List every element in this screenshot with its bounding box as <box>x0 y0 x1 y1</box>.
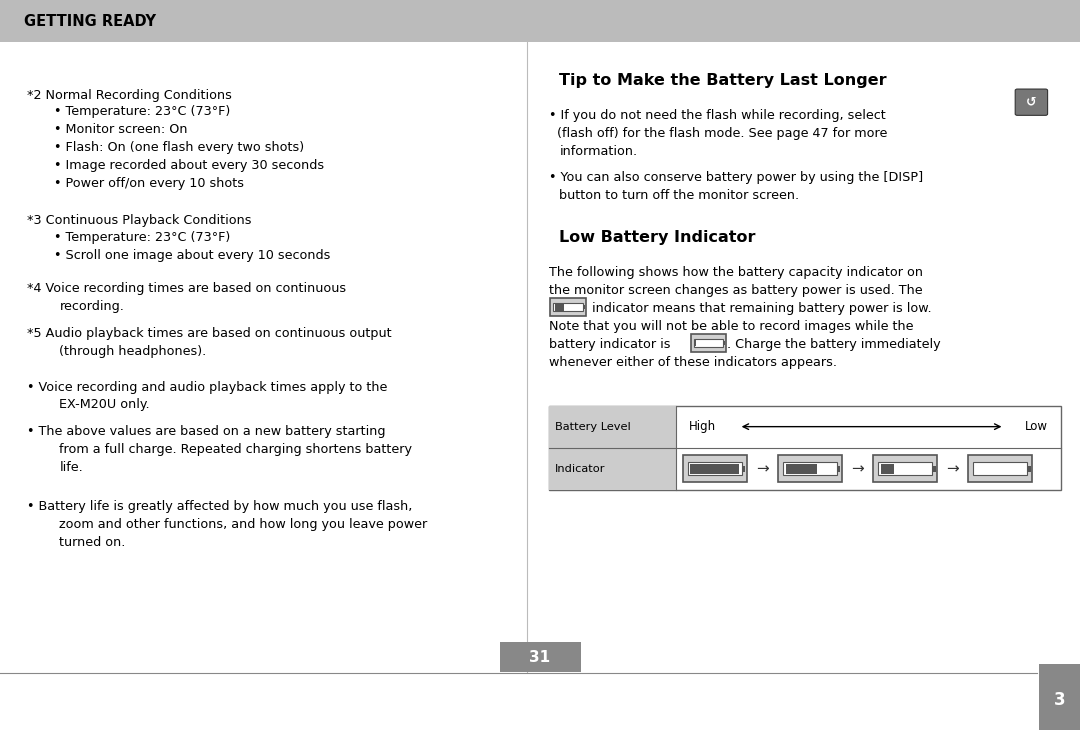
Text: information.: information. <box>559 145 637 158</box>
Bar <box>551 298 586 316</box>
Text: GETTING READY: GETTING READY <box>24 14 156 28</box>
Bar <box>583 305 585 310</box>
Bar <box>742 466 745 472</box>
Bar <box>1039 664 1080 730</box>
Text: • If you do not need the flash while recording, select: • If you do not need the flash while rec… <box>549 109 886 122</box>
Text: • Scroll one image about every 10 seconds: • Scroll one image about every 10 second… <box>54 248 330 261</box>
Text: ↺: ↺ <box>1026 96 1037 109</box>
Text: 31: 31 <box>529 650 551 664</box>
Text: • Flash: On (one flash every two shots): • Flash: On (one flash every two shots) <box>54 142 305 154</box>
Bar <box>880 464 894 474</box>
Text: from a full charge. Repeated charging shortens battery: from a full charge. Repeated charging sh… <box>59 443 413 456</box>
Bar <box>555 304 564 310</box>
Bar <box>690 464 740 474</box>
Bar <box>549 406 676 490</box>
Text: • Power off/on every 10 shots: • Power off/on every 10 shots <box>54 177 244 190</box>
Bar <box>778 455 842 483</box>
Bar <box>691 334 727 352</box>
Bar <box>499 642 581 672</box>
Bar <box>683 455 747 483</box>
Bar <box>549 406 1061 490</box>
Text: zoom and other functions, and how long you leave power: zoom and other functions, and how long y… <box>59 518 428 531</box>
Text: battery indicator is: battery indicator is <box>549 338 674 350</box>
Text: indicator means that remaining battery power is low.: indicator means that remaining battery p… <box>592 302 931 315</box>
Text: • You can also conserve battery power by using the [DISP]: • You can also conserve battery power by… <box>549 172 922 185</box>
Text: Tip to Make the Battery Last Longer: Tip to Make the Battery Last Longer <box>559 73 887 88</box>
Text: • Monitor screen: On: • Monitor screen: On <box>54 123 188 137</box>
Text: recording.: recording. <box>59 300 124 313</box>
Text: (through headphones).: (through headphones). <box>59 345 206 358</box>
Text: • Temperature: 23°C (73°F): • Temperature: 23°C (73°F) <box>54 105 230 118</box>
Bar <box>837 466 840 472</box>
Bar <box>693 339 724 347</box>
Text: Low: Low <box>1025 420 1048 433</box>
Bar <box>724 341 726 345</box>
Bar <box>785 464 818 474</box>
Bar <box>973 462 1027 475</box>
Text: The following shows how the battery capacity indicator on: The following shows how the battery capa… <box>549 266 922 279</box>
Text: • Voice recording and audio playback times apply to the: • Voice recording and audio playback tim… <box>27 380 388 393</box>
Text: • Image recorded about every 30 seconds: • Image recorded about every 30 seconds <box>54 159 324 172</box>
Text: *3 Continuous Playback Conditions: *3 Continuous Playback Conditions <box>27 215 252 227</box>
Bar <box>688 462 742 475</box>
Text: →: → <box>851 461 864 476</box>
Text: (flash off) for the flash mode. See page 47 for more: (flash off) for the flash mode. See page… <box>549 127 887 139</box>
Text: High: High <box>689 420 716 433</box>
Text: whenever either of these indicators appears.: whenever either of these indicators appe… <box>549 356 837 369</box>
Text: EX-M20U only.: EX-M20U only. <box>59 399 150 412</box>
Bar <box>873 455 937 483</box>
Bar <box>968 455 1032 483</box>
Text: *2 Normal Recording Conditions: *2 Normal Recording Conditions <box>27 89 232 102</box>
Bar <box>783 462 837 475</box>
Text: • Temperature: 23°C (73°F): • Temperature: 23°C (73°F) <box>54 231 230 244</box>
Text: Note that you will not be able to record images while the: Note that you will not be able to record… <box>549 320 914 333</box>
Text: life.: life. <box>59 461 83 474</box>
Bar <box>553 303 583 312</box>
Text: 3: 3 <box>1054 691 1065 710</box>
Text: *5 Audio playback times are based on continuous output: *5 Audio playback times are based on con… <box>27 327 392 340</box>
Text: Battery Level: Battery Level <box>555 422 631 431</box>
FancyBboxPatch shape <box>1015 89 1048 115</box>
Text: turned on.: turned on. <box>59 536 125 549</box>
Bar <box>696 339 697 346</box>
Text: →: → <box>946 461 959 476</box>
Text: Indicator: Indicator <box>555 464 606 474</box>
Text: the monitor screen changes as battery power is used. The: the monitor screen changes as battery po… <box>549 284 922 297</box>
Text: →: → <box>756 461 769 476</box>
Text: • The above values are based on a new battery starting: • The above values are based on a new ba… <box>27 426 386 438</box>
Bar <box>1027 466 1030 472</box>
Bar <box>932 466 935 472</box>
Text: • Battery life is greatly affected by how much you use flash,: • Battery life is greatly affected by ho… <box>27 501 413 513</box>
Bar <box>878 462 932 475</box>
Text: Low Battery Indicator: Low Battery Indicator <box>559 231 756 245</box>
Bar <box>0 0 1080 42</box>
Text: button to turn off the monitor screen.: button to turn off the monitor screen. <box>559 189 799 202</box>
Text: . Charge the battery immediately: . Charge the battery immediately <box>727 338 941 350</box>
Text: *4 Voice recording times are based on continuous: *4 Voice recording times are based on co… <box>27 283 346 295</box>
